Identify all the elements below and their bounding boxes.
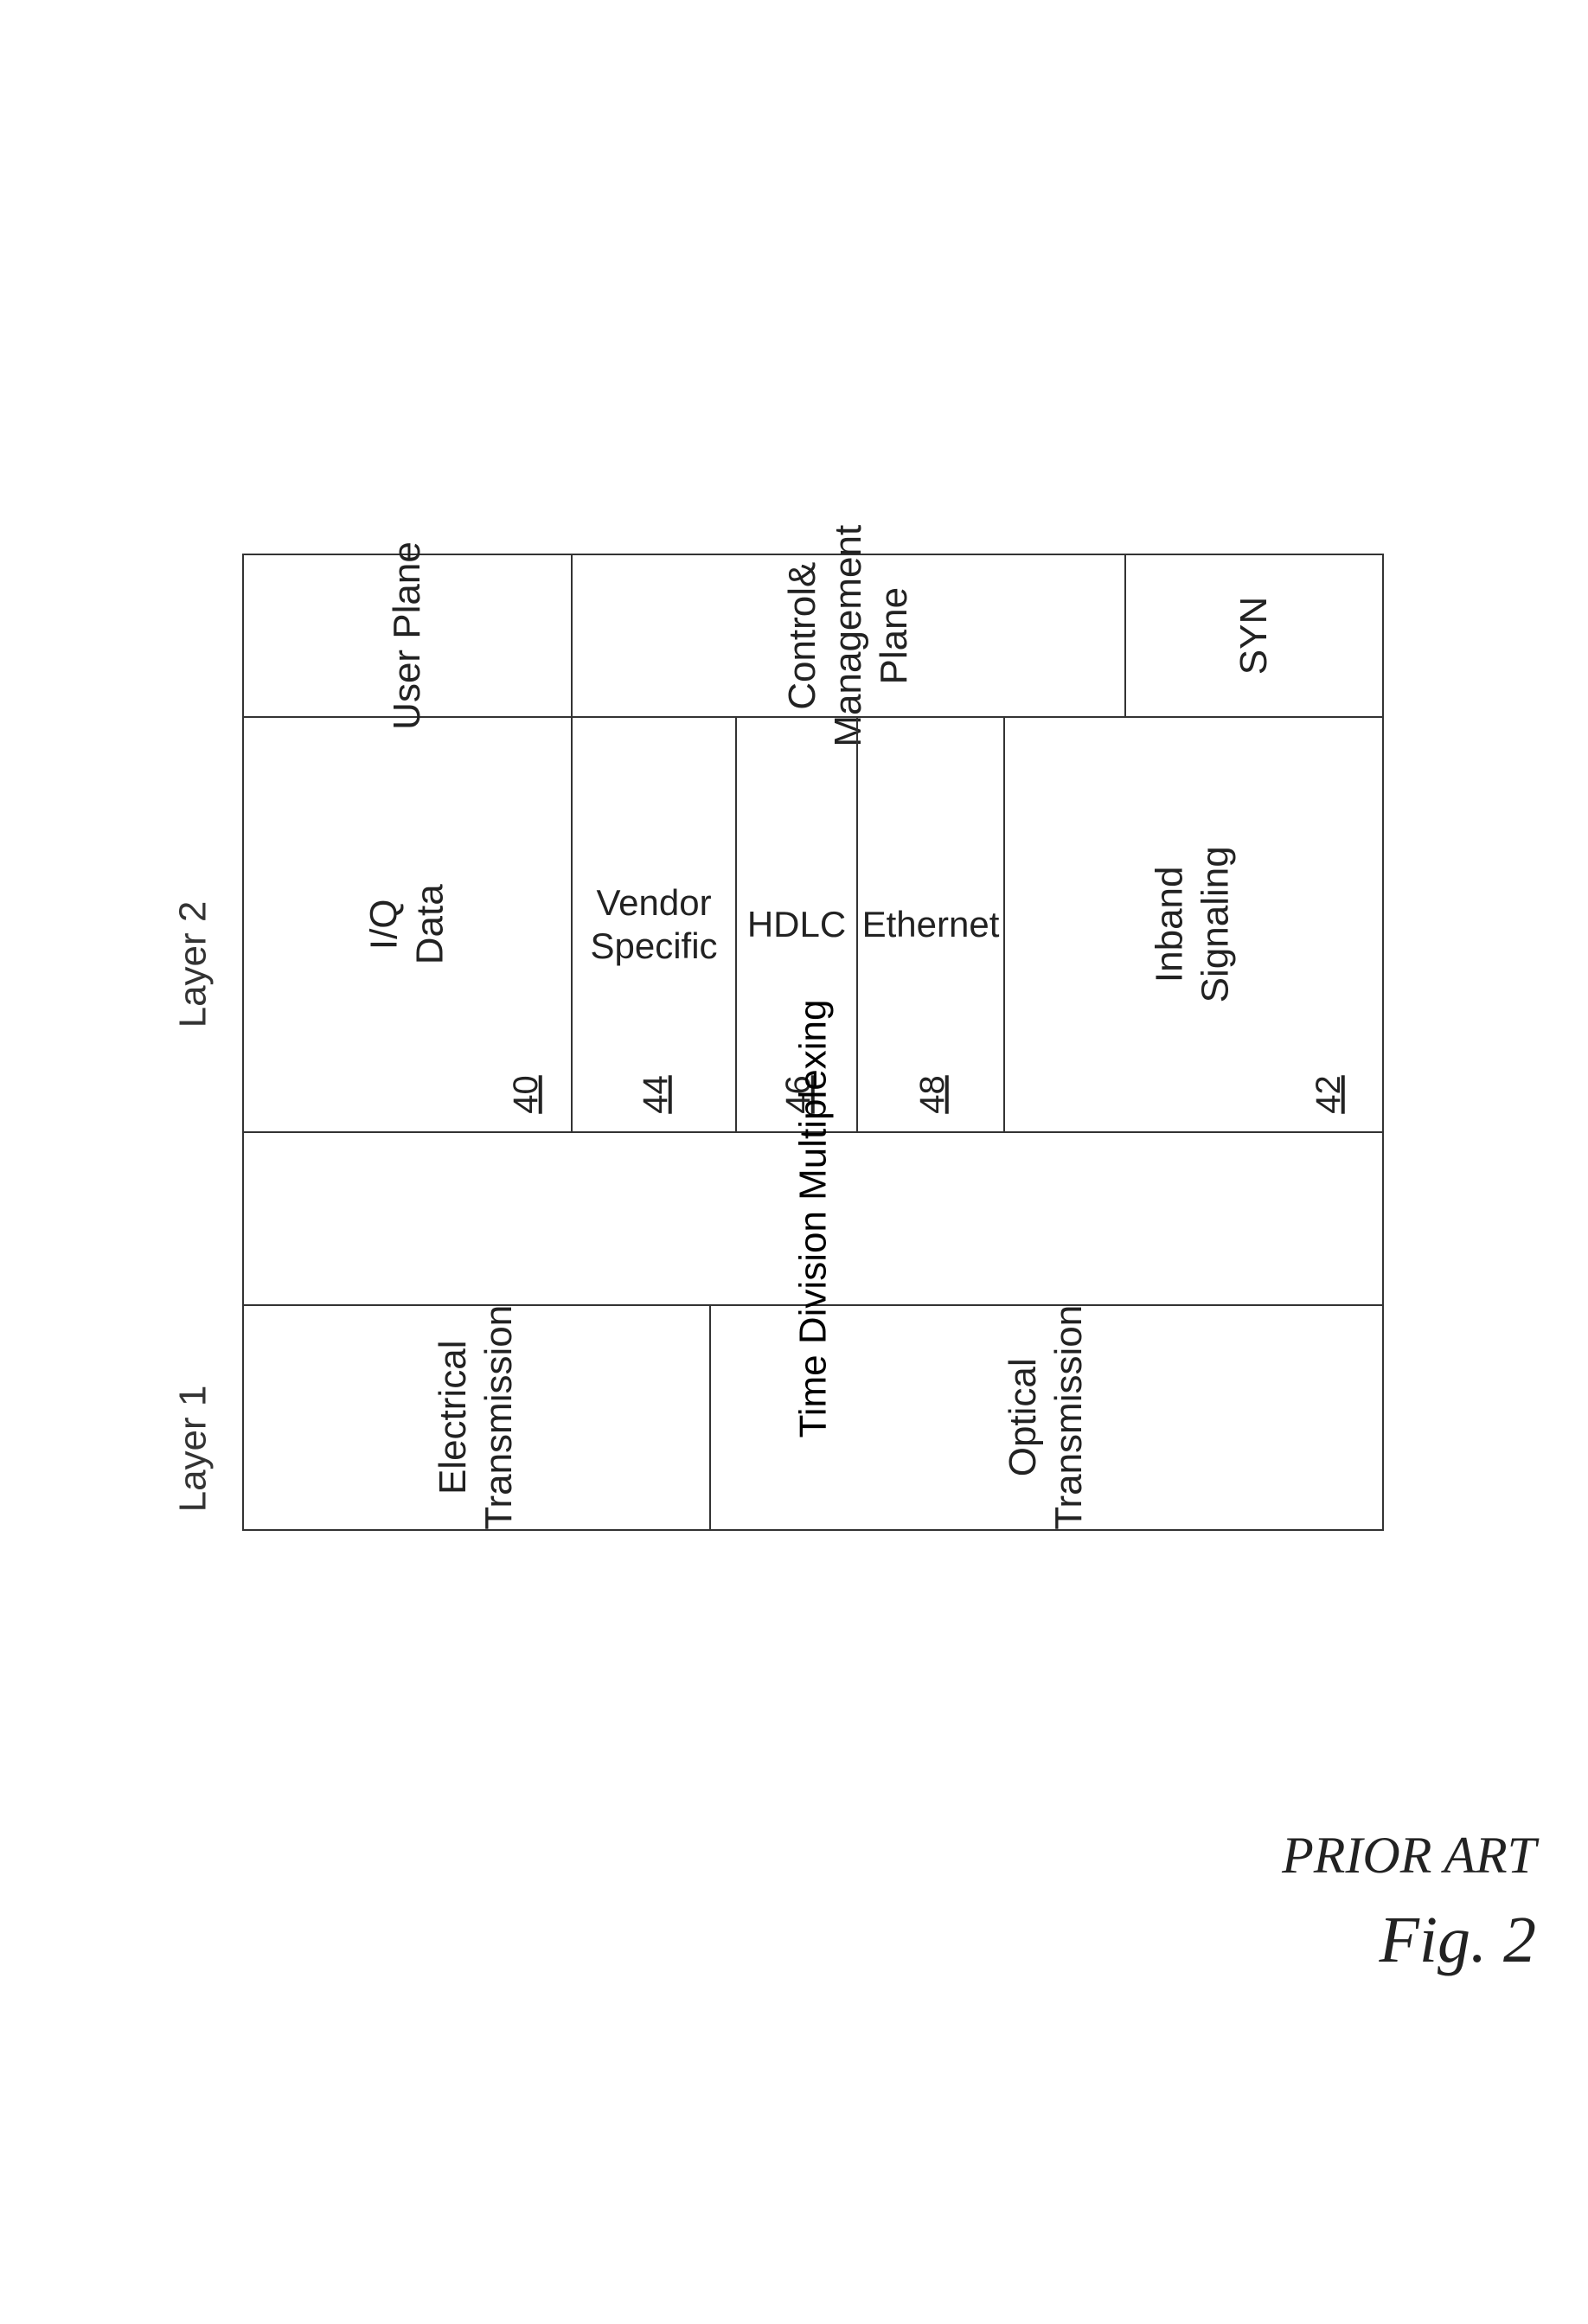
opt-line1: Optical [1001, 1305, 1047, 1530]
ctrl-line2: Management [826, 525, 872, 747]
hdlc-text: HDLC [747, 903, 846, 946]
iq-text: I/Q Data [362, 885, 453, 965]
inband-line1: Inband [1148, 846, 1194, 1002]
inband-ref: 42 [1309, 1075, 1348, 1114]
cell-iq-data: I/Q Data 40 [242, 718, 571, 1131]
tdm-text: Time Division Multiplexing [791, 1000, 835, 1438]
cell-electrical-transmission: Electrical Transmission [242, 1306, 709, 1529]
prior-art-label: PRIOR ART [1282, 1826, 1536, 1885]
cell-syn: SYN [1124, 555, 1384, 716]
iq-line2: Data [407, 885, 453, 965]
vendor-ref: 44 [637, 1075, 676, 1114]
figure-number: Fig. 2 [1282, 1903, 1536, 1978]
iq-line1: I/Q [362, 885, 407, 965]
ctrl-mgmt-text: Control& Management Plane [780, 525, 917, 747]
cell-inband-signaling: Inband Signaling 42 [1003, 718, 1384, 1131]
user-plane-text: User Plane [386, 541, 429, 730]
layer2-label: Layer 2 [171, 901, 215, 1028]
ctrl-line1: Control& [780, 525, 826, 747]
cell-ethernet: Ethernet 48 [856, 718, 1003, 1131]
elec-text: Electrical Transmission [431, 1305, 522, 1530]
iq-ref: 40 [506, 1075, 545, 1114]
figure-caption: PRIOR ART Fig. 2 [1282, 1826, 1536, 1978]
inband-text: Inband Signaling [1148, 846, 1239, 1002]
row-planes: User Plane Control& Management Plane SYN [242, 554, 1384, 718]
ctrl-line3: Plane [871, 525, 917, 747]
cell-user-plane: User Plane [242, 555, 571, 716]
ethernet-ref: 48 [913, 1075, 952, 1114]
cpri-layer-diagram: Layer 2 Layer 1 User Plane Control& Mana… [242, 554, 1384, 1531]
ethernet-text: Ethernet [862, 903, 1000, 946]
inband-line2: Signaling [1194, 846, 1239, 1002]
cell-vendor-specific: Vendor Specific 44 [571, 718, 735, 1131]
elec-line2: Transmission [477, 1305, 522, 1530]
vendor-text: Vendor Specific [573, 881, 735, 969]
cell-control-mgmt-plane: Control& Management Plane [571, 555, 1124, 716]
opt-text: Optical Transmission [1001, 1305, 1092, 1530]
row-tdm: Time Division Multiplexing [242, 1133, 1384, 1306]
elec-line1: Electrical [431, 1305, 477, 1530]
layer1-label: Layer 1 [171, 1386, 215, 1513]
opt-line2: Transmission [1047, 1305, 1092, 1530]
syn-text: SYN [1233, 597, 1276, 675]
